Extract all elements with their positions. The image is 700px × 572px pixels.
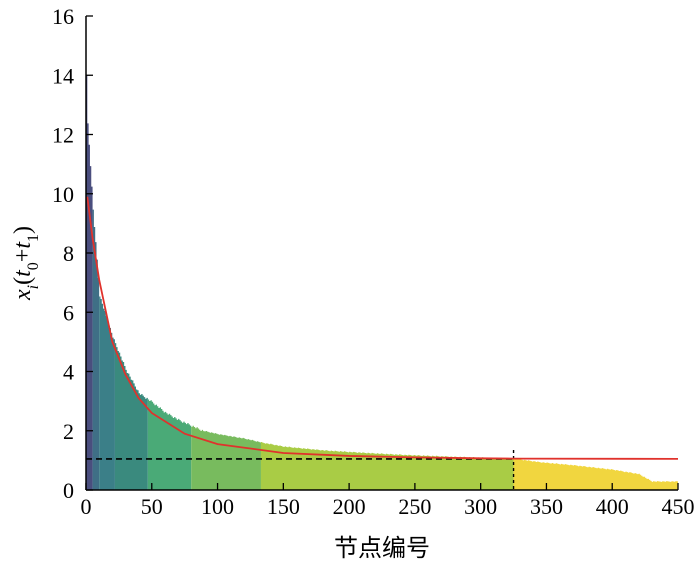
y-title-part: i [25,285,42,289]
y-tick-label: 2 [63,419,74,444]
y-tick-label: 6 [63,300,74,325]
fit-curve [86,196,679,460]
y-title-part: 1 [25,234,42,242]
x-tick-label: 0 [81,494,92,519]
y-title-part: t [10,269,36,277]
labels-layer: 0 50 100 150 200 250 300 350 400 4500246810121416… [10,4,695,562]
x-tick-label: 150 [267,494,300,519]
x-tick-label: 350 [530,494,563,519]
x-tick-label: 200 [333,494,366,519]
y-title-part: ) [10,226,36,234]
y-tick-label: 0 [63,478,74,503]
y-tick-label: 10 [52,182,74,207]
bar-segment-4 [147,399,192,490]
bar-segment-1 [92,209,100,490]
x-tick-label: 450 [662,494,695,519]
y-title-part: t [10,241,36,249]
bar-segment-3 [114,343,148,490]
x-tick-label: 400 [596,494,629,519]
x-tick-label: 50 [141,494,163,519]
y-tick-label: 8 [63,241,74,266]
y-title-part: + [10,249,36,263]
x-tick-label: 300 [464,494,497,519]
x-axis-title: 节点编号 [334,535,430,562]
bar-segment-7 [513,458,678,490]
y-tick-label: 14 [52,63,74,88]
y-title-part: ( [10,277,36,285]
lines-layer [86,196,679,490]
axes-layer [85,15,679,491]
x-tick-label: 250 [398,494,431,519]
y-axis-title-text: xi(t0+t1) [10,226,42,301]
y-title-part: x [10,289,36,301]
y-axis-title: xi(t0+t1) [10,226,42,301]
bar-segment-6 [260,442,514,490]
x-tick-label: 100 [201,494,234,519]
bar-segment-2 [99,296,115,490]
y-tick-label: 16 [52,4,74,29]
y-tick-label: 12 [52,123,74,148]
y-tick-label: 4 [63,360,74,385]
y-title-part: 0 [25,262,42,270]
bar-segment-5 [191,425,261,490]
bar-segment-0 [86,75,93,490]
